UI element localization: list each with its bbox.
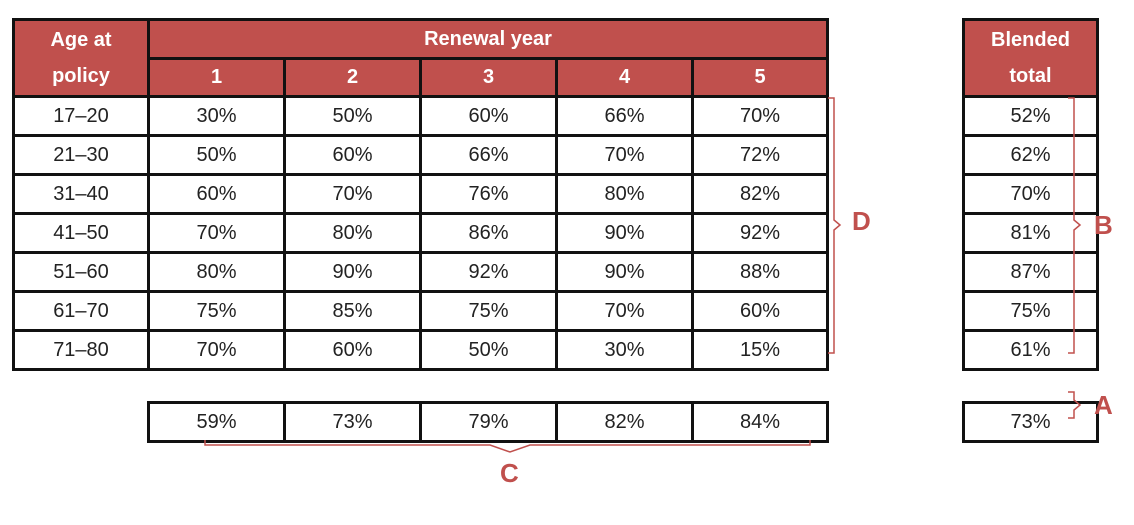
blended-total-cell: 75% (963, 290, 1098, 331)
year-total-cell: 84% (739, 410, 781, 433)
age-band-cell: 41–50 (13, 212, 150, 253)
rate-cell: 80% (556, 173, 694, 214)
table-row: 62% (963, 134, 1098, 175)
rate-cell: 50% (284, 95, 422, 136)
rate-cell: 50% (148, 134, 286, 175)
blended-total-body: 52% 62% 70% 81% 87% 75% 61% (963, 95, 1098, 370)
blended-total-cell: 87% (963, 251, 1098, 292)
rate-cell: 60% (284, 134, 422, 175)
year-total-cell: 82% (556, 402, 694, 442)
table-row: 75% (963, 290, 1098, 331)
rate-cell: 60% (284, 329, 422, 370)
year-totals-table: 59% 73% 79% 82% 84% (147, 401, 829, 443)
year-header-1: 1 (148, 58, 286, 97)
year-total-cell: 73% (284, 402, 422, 442)
label-c: C (500, 458, 519, 488)
brace-c (204, 440, 811, 453)
rate-cell: 60% (148, 173, 286, 214)
rate-cell: 60% (420, 95, 558, 136)
year-total-cell: 59% (148, 402, 286, 442)
rate-cell: 70% (148, 329, 286, 370)
table-row: 87% (963, 251, 1098, 292)
table-row: 17–20 30% 50% 60% 66% 70% (13, 95, 828, 136)
brace-d (828, 97, 842, 354)
age-at-policy-header: Age at policy (13, 19, 150, 97)
label-d: D (852, 206, 871, 236)
year-header-4: 4 (556, 58, 694, 97)
table-row: 70% (963, 173, 1098, 214)
blended-total-cell: 81% (963, 212, 1098, 253)
rate-cell: 92% (420, 251, 558, 292)
rate-cell: 30% (556, 329, 694, 370)
age-band-cell: 51–60 (13, 251, 150, 292)
rate-cell: 30% (148, 95, 286, 136)
rate-cell: 70% (556, 290, 694, 331)
rate-cell: 50% (420, 329, 558, 370)
rate-cell: 80% (284, 212, 422, 253)
age-band-cell: 21–30 (13, 134, 150, 175)
table-row: 61–70 75% 85% 75% 70% 60% (13, 290, 828, 331)
rate-cell: 90% (556, 251, 694, 292)
year-total-cell: 79% (420, 402, 558, 442)
blended-total-cell: 62% (963, 134, 1098, 175)
rate-cell: 85% (284, 290, 422, 331)
rate-cell: 82% (692, 173, 828, 214)
brace-a (1068, 391, 1082, 419)
rate-cell: 90% (556, 212, 694, 253)
age-band-cell: 17–20 (13, 95, 150, 136)
table-row: 81% (963, 212, 1098, 253)
rate-cell: 92% (692, 212, 828, 253)
blended-total-cell: 70% (963, 173, 1098, 214)
rate-cell: 15% (692, 329, 828, 370)
rate-cell: 75% (148, 290, 286, 331)
year-header-3: 3 (420, 58, 558, 97)
rate-cell: 66% (556, 95, 694, 136)
rate-cell: 88% (692, 251, 828, 292)
grand-total-cell: 73% (1010, 410, 1051, 433)
rate-cell: 70% (284, 173, 422, 214)
age-band-cell: 71–80 (13, 329, 150, 370)
rate-cell: 72% (692, 134, 828, 175)
main-table-body: 17–20 30% 50% 60% 66% 70% 21–30 50% 60% 66% 70% 72%… (13, 95, 828, 370)
grand-total-table: 73% (962, 401, 1099, 443)
rate-cell: 75% (420, 290, 558, 331)
table-row: 21–30 50% 60% 66% 70% 72% (13, 134, 828, 175)
year-header-5: 5 (692, 58, 828, 97)
rate-cell: 80% (148, 251, 286, 292)
table-row: 31–40 60% 70% 76% 80% 82% (13, 173, 828, 214)
table-row: 71–80 70% 60% 50% 30% 15% (13, 329, 828, 370)
blended-total-table: Blended total 52% 62% 70% 81% 87% 75% 61% (962, 18, 1099, 371)
blended-total-header: Blended total (963, 19, 1098, 97)
blended-total-cell: 52% (963, 95, 1098, 136)
label-b: B (1094, 210, 1113, 240)
age-band-cell: 61–70 (13, 290, 150, 331)
table-row: 52% (963, 95, 1098, 136)
rate-cell: 86% (420, 212, 558, 253)
rate-cell: 76% (420, 173, 558, 214)
rate-cell: 90% (284, 251, 422, 292)
table-row: 41–50 70% 80% 86% 90% 92% (13, 212, 828, 253)
rate-cell: 66% (420, 134, 558, 175)
year-totals-row: 59% 73% 79% 82% 84% (148, 402, 828, 442)
table-row: 51–60 80% 90% 92% 90% 88% (13, 251, 828, 292)
rate-cell: 70% (692, 95, 828, 136)
table-row: 61% (963, 329, 1098, 370)
rate-cell: 70% (556, 134, 694, 175)
label-a: A (1094, 390, 1113, 420)
rate-cell: 60% (692, 290, 828, 331)
age-band-cell: 31–40 (13, 173, 150, 214)
renewal-year-header: Renewal year (148, 19, 828, 60)
blended-total-cell: 61% (963, 329, 1098, 370)
year-header-2: 2 (284, 58, 422, 97)
rate-cell: 70% (148, 212, 286, 253)
brace-b (1068, 97, 1082, 354)
